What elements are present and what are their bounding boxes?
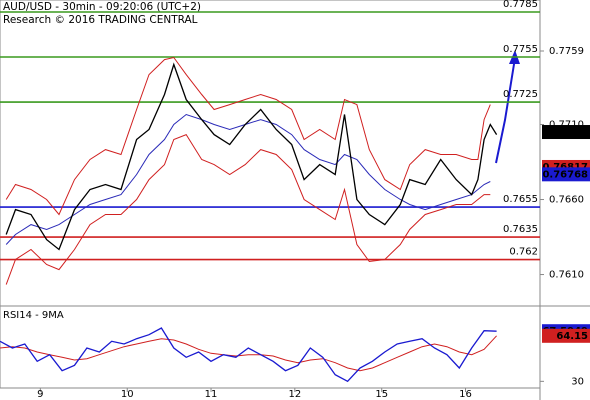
price-tag-label: 0.76768 [542, 169, 588, 180]
chart-title: AUD/USD - 30min - 09:20:06 (UTC+2) [3, 1, 201, 13]
level-label: 0.7785 [503, 0, 538, 10]
level-label: 0.7725 [503, 89, 538, 100]
x-tick-label: 11 [205, 389, 218, 400]
level-label: 0.7655 [503, 194, 538, 205]
x-tick-label: 16 [459, 389, 472, 400]
level-label: 0.7635 [503, 224, 538, 235]
forecast-arrow [495, 57, 516, 164]
plot-frame [0, 0, 541, 389]
x-tick-label: 9 [37, 389, 43, 400]
series-line [5, 56, 491, 216]
price-tag [542, 167, 590, 182]
y-tick-label: 0.7710 [549, 120, 584, 131]
y-tick-label: 0.7759 [549, 46, 584, 57]
series-line [5, 62, 498, 251]
x-tick-label: 12 [288, 389, 301, 400]
series-line [5, 113, 491, 245]
y-tick-label: 0.7660 [549, 195, 584, 206]
price-tag-label: 0.7705 [549, 127, 588, 138]
x-tick-label: 15 [375, 389, 388, 400]
series-line [0, 327, 497, 383]
x-tick-label: 10 [121, 389, 134, 400]
level-label: 0.762 [509, 247, 538, 258]
level-label: 0.7755 [503, 44, 538, 55]
series-line [0, 335, 497, 372]
rsi-title: RSI14 - 9MA [3, 310, 64, 321]
series-line [5, 133, 491, 285]
price-tag [542, 328, 590, 343]
y-tick-label: 0.7610 [549, 270, 584, 281]
chart-subtitle: Research © 2016 TRADING CENTRAL [3, 14, 198, 26]
price-tag [542, 125, 590, 140]
y-tick-label: 30 [571, 376, 584, 387]
price-tag-label: 64.15 [556, 331, 588, 342]
